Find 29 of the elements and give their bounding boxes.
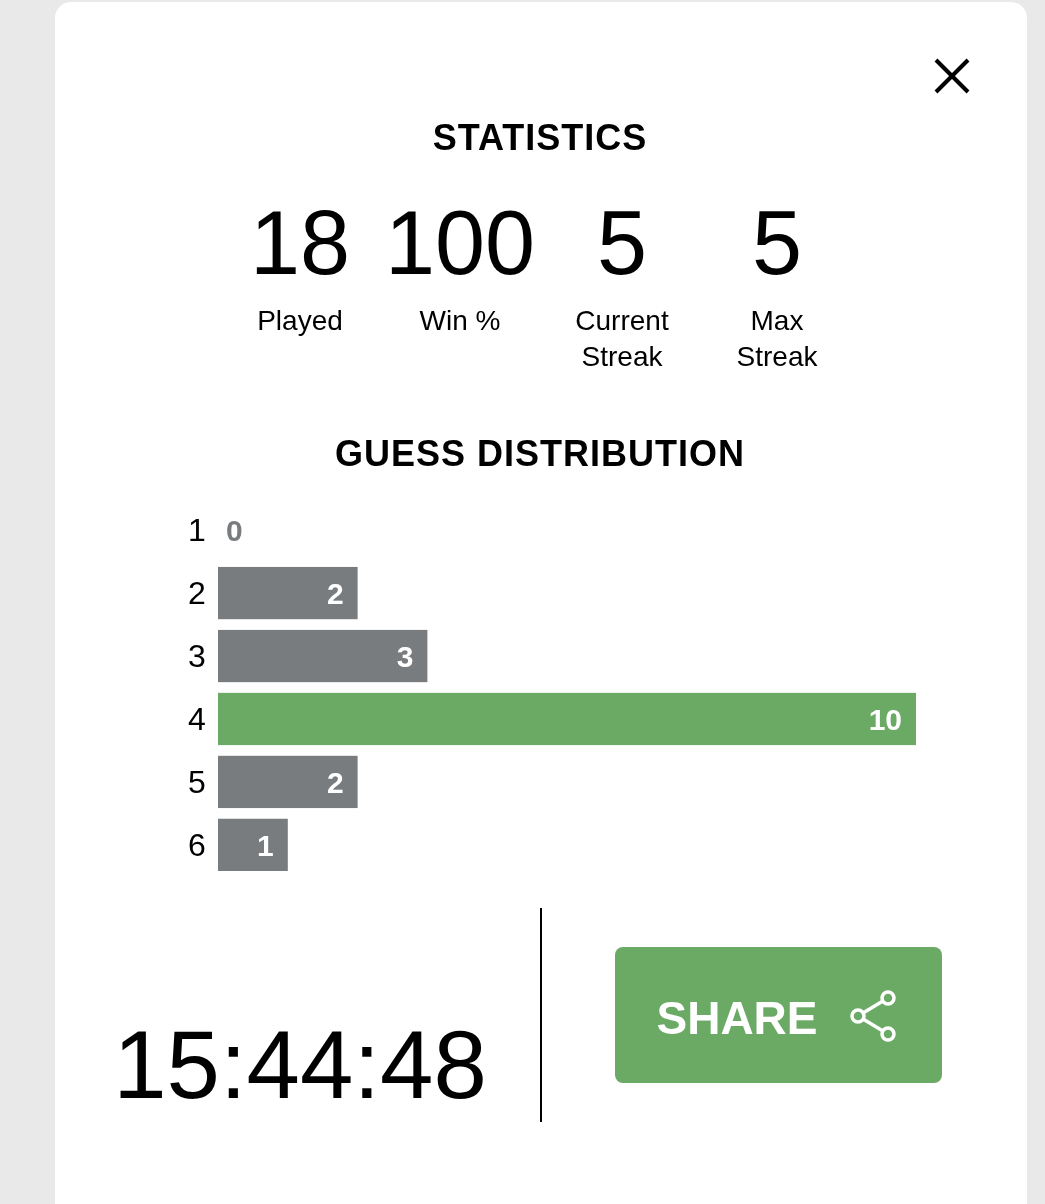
data-label: 2 bbox=[326, 577, 344, 611]
chart-title: GUESS DISTRIBUTION bbox=[334, 433, 746, 474]
text: Win % bbox=[419, 305, 501, 336]
text: 15:44:48 bbox=[113, 1011, 487, 1118]
text: 18 bbox=[249, 193, 351, 293]
bar bbox=[218, 818, 288, 871]
bar bbox=[218, 755, 358, 809]
data-label: 1 bbox=[257, 828, 274, 862]
bar bbox=[218, 566, 358, 620]
text: 5 bbox=[751, 193, 803, 293]
data-label: 10 bbox=[868, 702, 902, 736]
text: Current Streak bbox=[575, 305, 669, 372]
text: STATISTICS bbox=[432, 117, 648, 158]
y-tick-label: 5 bbox=[188, 763, 206, 800]
text: SHARE bbox=[656, 992, 818, 1044]
y-tick-label: 1 bbox=[188, 512, 206, 549]
bar bbox=[218, 629, 428, 683]
data-label: 2 bbox=[326, 765, 344, 799]
data-label: 0 bbox=[226, 514, 243, 548]
y-tick-label: 6 bbox=[188, 826, 206, 863]
text: Max Streak bbox=[736, 305, 819, 372]
data-label: 3 bbox=[396, 640, 414, 674]
bar bbox=[218, 692, 916, 746]
text: 5 bbox=[596, 193, 648, 293]
text: Played bbox=[257, 305, 343, 336]
text: 100 bbox=[384, 193, 536, 293]
y-tick-label: 4 bbox=[188, 700, 206, 737]
y-tick-label: 2 bbox=[188, 575, 206, 612]
y-tick-label: 3 bbox=[188, 638, 206, 675]
